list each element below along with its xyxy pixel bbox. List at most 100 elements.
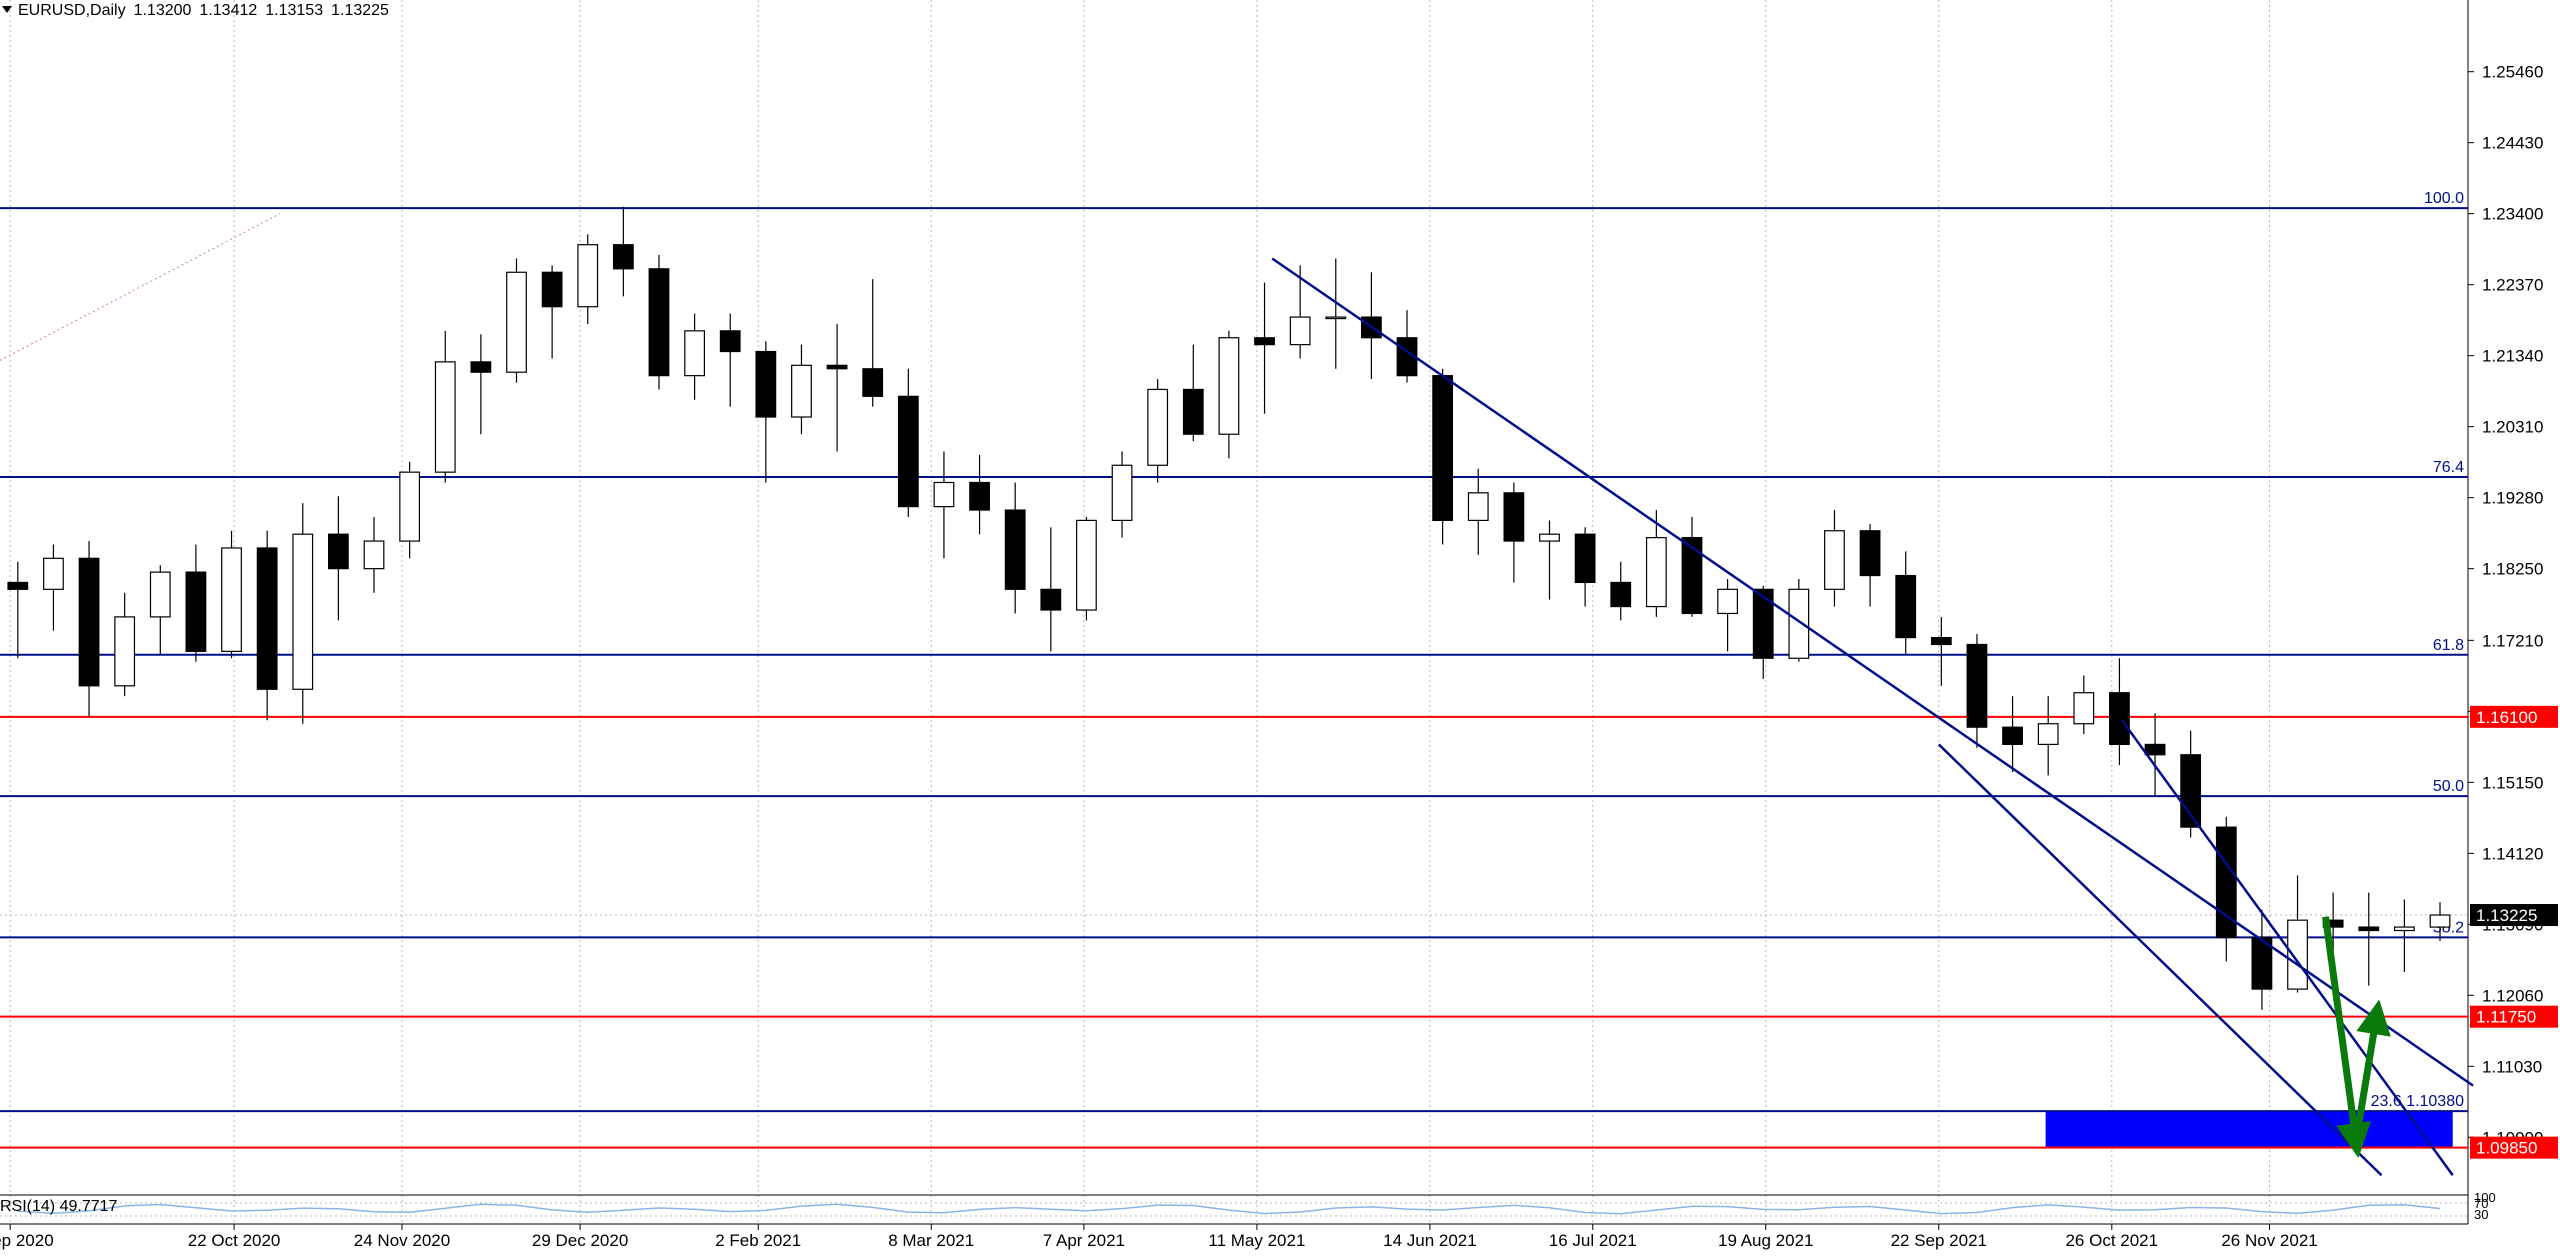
candle-bull	[1788, 588, 1810, 659]
red-level-price-tag: 1.09850	[2476, 1139, 2537, 1158]
candle-bear	[1574, 533, 1596, 584]
candle-bull	[577, 244, 599, 308]
candle-bear	[755, 350, 777, 418]
ohlc-low: 1.13153	[265, 2, 324, 19]
candle-bull	[1467, 492, 1489, 522]
price-tick-label: 1.18250	[2482, 560, 2543, 579]
rsi-label: RSI(14) 49.7717	[0, 1198, 118, 1215]
price-tick-label: 1.25460	[2482, 63, 2543, 82]
time-tick-label: 7 Apr 2021	[1043, 1231, 1125, 1250]
candle-bear	[1503, 492, 1525, 542]
candle-bull	[114, 616, 136, 687]
price-tick-label: 1.24430	[2482, 134, 2543, 153]
candle-bull	[1717, 588, 1738, 615]
price-tick-label: 1.14120	[2482, 844, 2543, 863]
candle-bull	[1539, 533, 1560, 542]
candle-bull	[1824, 530, 1845, 590]
dotted-trendline	[0, 213, 281, 361]
candle-bear	[1182, 388, 1204, 435]
candle-bull	[1289, 316, 1311, 346]
ohlc-high: 1.13412	[199, 2, 258, 19]
candle-bull	[292, 533, 314, 690]
candle-bear	[1966, 643, 1988, 728]
red-level-price-tag: 1.16100	[2476, 708, 2537, 727]
candle-bull	[221, 547, 242, 652]
red-level-price-tag: 1.11750	[2476, 1008, 2536, 1027]
candle-bull	[2429, 914, 2451, 928]
candle-bull	[933, 481, 955, 508]
candle-bull	[1645, 537, 1667, 608]
candle-bull	[1325, 316, 1347, 320]
candle-bear	[969, 481, 990, 511]
rsi-scale-label: 70	[2474, 1196, 2488, 1211]
candle-bull	[2287, 919, 2308, 990]
time-tick-label: 26 Nov 2021	[2221, 1231, 2317, 1250]
time-tick-label: 8 Sep 2020	[0, 1231, 54, 1250]
price-tick-label: 1.17210	[2482, 631, 2543, 650]
candle-bear	[719, 330, 741, 353]
time-tick-label: 26 Oct 2021	[2065, 1231, 2158, 1250]
time-tick-label: 24 Nov 2020	[354, 1231, 450, 1250]
candle-bear	[2358, 926, 2380, 932]
candle-bear	[541, 271, 563, 308]
trendline	[2120, 719, 2454, 1176]
current-price-tag: 1.13225	[2476, 906, 2537, 925]
fib-level-label: 61.8	[2433, 637, 2464, 654]
forecast-arrow	[2352, 999, 2391, 1142]
fib-level-label: 76.4	[2433, 459, 2464, 476]
candle-bear	[1254, 337, 1275, 346]
time-tick-label: 8 Mar 2021	[888, 1231, 974, 1250]
forecast-arrow	[2322, 916, 2372, 1159]
candle-bull	[363, 540, 385, 570]
rsi-scale-label: 100	[2474, 1190, 2496, 1205]
time-tick-label: 22 Sep 2021	[1891, 1231, 1987, 1250]
candle-bull	[399, 471, 421, 542]
candle-bear	[862, 368, 884, 397]
candle-bear	[1752, 588, 1774, 659]
time-tick-label: 29 Dec 2020	[532, 1231, 628, 1250]
candle-bull	[2393, 926, 2415, 932]
dropdown-triangle-icon[interactable]	[2, 6, 12, 13]
candle-bear	[256, 547, 278, 690]
candle-bear	[1004, 509, 1026, 590]
ohlc-close: 1.13225	[331, 2, 389, 19]
time-tick-label: 14 Jun 2021	[1383, 1231, 1477, 1250]
red-level-price-tag-box	[2470, 705, 2558, 728]
time-tick-label: 19 Aug 2021	[1718, 1231, 1813, 1250]
candle-bear	[648, 268, 670, 377]
candle-bear	[1859, 530, 1881, 577]
candle-bear	[1610, 581, 1632, 608]
candle-bear	[470, 361, 492, 373]
candle-bear	[1040, 588, 1062, 611]
demand-zone	[2045, 1111, 2453, 1148]
candle-bear	[1930, 636, 1952, 646]
candle-bear	[1895, 574, 1917, 639]
candle-bull	[684, 330, 705, 377]
candle-bear	[2215, 826, 2237, 939]
candle-bull	[506, 271, 527, 373]
candle-bull	[1076, 519, 1097, 611]
ohlc-open: 1.13200	[133, 2, 192, 19]
candle-bear	[612, 244, 634, 270]
candle-bull	[1111, 464, 1133, 522]
fib-level-label: 50.0	[2433, 778, 2464, 795]
trendline	[1271, 257, 2474, 1087]
rsi-scale-label: 30	[2474, 1207, 2488, 1222]
candle-bull	[791, 364, 812, 418]
candle-bear	[2144, 743, 2166, 756]
red-level-price-tag-box	[2470, 1136, 2558, 1159]
candle-bull	[43, 557, 64, 590]
candle-bear	[1681, 537, 1703, 615]
candle-bull	[2037, 723, 2059, 746]
price-tick-label: 1.15150	[2482, 773, 2543, 792]
price-tick-label: 1.23400	[2482, 205, 2543, 224]
time-tick-label: 16 Jul 2021	[1549, 1231, 1637, 1250]
candle-bull	[2073, 692, 2095, 725]
candle-bull	[434, 361, 456, 473]
candle-bear	[1432, 375, 1454, 522]
price-tick-label: 1.21340	[2482, 347, 2543, 366]
chart-header: EURUSD,Daily 1.13200 1.13412 1.13153 1.13225	[2, 2, 397, 20]
time-tick-label: 2 Feb 2021	[715, 1231, 801, 1250]
